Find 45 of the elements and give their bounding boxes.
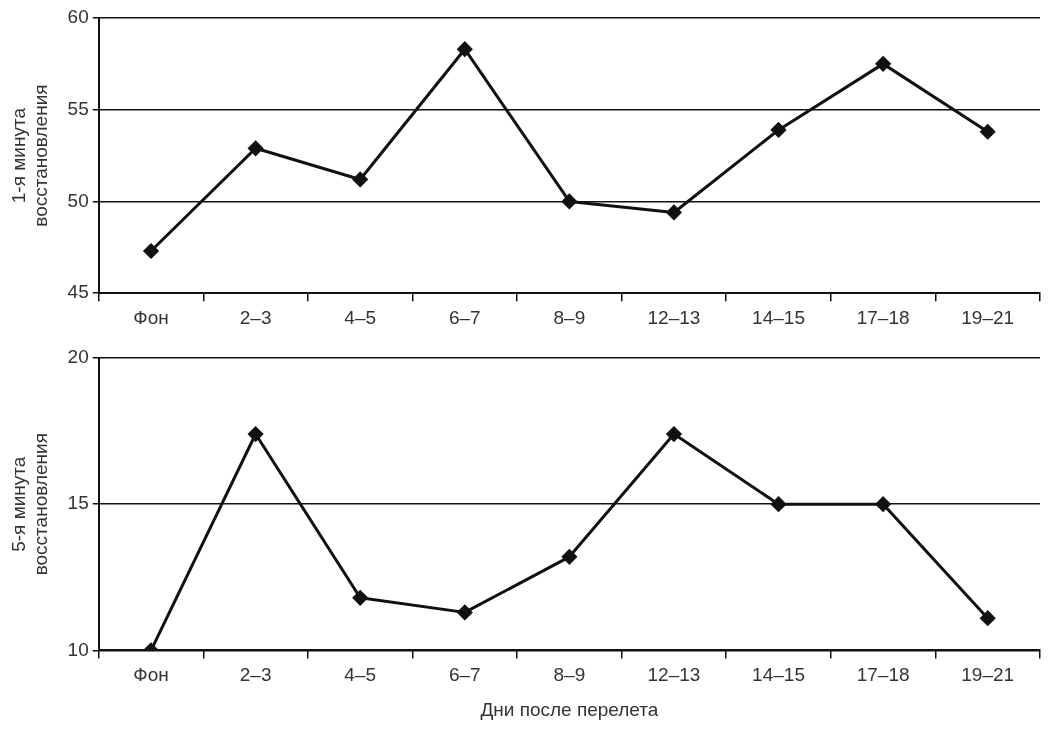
- x-tick-label: 19–21: [961, 664, 1015, 686]
- point: [771, 496, 787, 512]
- point: [666, 426, 682, 442]
- point: [352, 171, 368, 187]
- x-tick-label: 6–7: [448, 664, 481, 686]
- y-axis-title: 1-я минута восстановления: [7, 84, 52, 227]
- x-tick-label: 2–3: [239, 664, 272, 686]
- point: [875, 56, 891, 72]
- x-tick-label: 8–9: [553, 664, 586, 686]
- point: [980, 124, 996, 140]
- point: [248, 140, 264, 156]
- y-tick-label: 10: [67, 638, 89, 660]
- point: [561, 193, 577, 209]
- x-tick-label: Фон: [133, 306, 169, 328]
- point: [771, 122, 787, 138]
- y-tick-label: 50: [67, 189, 89, 211]
- x-tick-label: 14–15: [752, 306, 805, 328]
- y-tick-label: 15: [67, 492, 89, 514]
- x-axis-title: Дни после перелета: [480, 698, 659, 720]
- x-tick-label: 6–7: [448, 306, 481, 328]
- y-tick-label: 20: [67, 346, 89, 368]
- y-tick-label: 60: [67, 6, 89, 28]
- point: [457, 41, 473, 57]
- point: [457, 604, 473, 620]
- x-tick-label: 12–13: [647, 664, 701, 686]
- y-tick-label: 55: [67, 97, 89, 119]
- y-axis-title: 5-я минута восстановления: [7, 433, 52, 576]
- x-tick-label: Фон: [133, 664, 169, 686]
- point: [666, 204, 682, 220]
- x-tick-label: 19–21: [961, 306, 1015, 328]
- x-tick-label: 12–13: [647, 306, 701, 328]
- x-tick-label: 2–3: [239, 306, 272, 328]
- point: [248, 426, 264, 442]
- x-tick-label: 17–18: [856, 306, 910, 328]
- point: [352, 590, 368, 606]
- point: [875, 496, 891, 512]
- x-tick-label: 4–5: [344, 664, 377, 686]
- x-tick-label: 14–15: [752, 664, 805, 686]
- x-tick-label: 4–5: [344, 306, 377, 328]
- point: [143, 243, 159, 259]
- point: [561, 549, 577, 565]
- x-tick-label: 17–18: [856, 664, 910, 686]
- x-tick-label: 8–9: [553, 306, 586, 328]
- y-tick-label: 45: [67, 281, 89, 303]
- point: [980, 610, 996, 626]
